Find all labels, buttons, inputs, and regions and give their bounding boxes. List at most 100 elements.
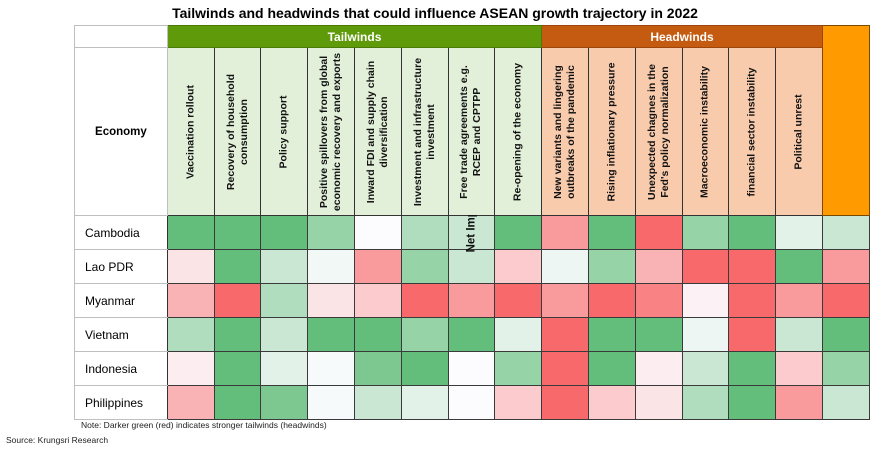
heatmap-cell <box>775 249 823 284</box>
heatmap-cell <box>447 317 496 352</box>
heatmap-cell <box>494 215 543 250</box>
heatmap-cell <box>400 249 449 284</box>
column-header-headwind-3: Macroeconomic instability <box>681 47 730 216</box>
column-label: Re-opening of the economy <box>511 62 524 201</box>
heatmap-cell <box>775 215 823 250</box>
column-label: Political unrest <box>792 93 805 170</box>
heatmap-cell <box>166 215 215 250</box>
heatmap-cell <box>307 249 355 284</box>
heatmap-cell <box>166 385 215 420</box>
column-label: Policy support <box>277 95 290 168</box>
net-impact-cell <box>821 215 870 250</box>
column-label: Rising inflationary pressure <box>605 62 618 201</box>
heatmap-cell <box>353 317 402 352</box>
heatmap-cell <box>634 283 683 318</box>
column-header-headwind-5: Political unrest <box>775 47 823 216</box>
heatmap-cell <box>587 317 636 352</box>
net-impact-cell <box>821 283 870 318</box>
economy-label: Indonesia <box>74 351 168 386</box>
heatmap-cell <box>681 385 730 420</box>
heatmap-cell <box>541 385 589 420</box>
net-impact-cell <box>821 351 870 386</box>
heatmap-cell <box>681 317 730 352</box>
heatmap-cell <box>775 351 823 386</box>
table-row: Myanmar <box>74 283 870 318</box>
net-impact-cell <box>821 317 870 352</box>
heatmap-cell <box>260 317 309 352</box>
column-header-headwind-2: Unexpected chagnes in the Fed's policy n… <box>634 47 683 216</box>
heatmap-cell <box>681 249 730 284</box>
economy-label: Myanmar <box>74 283 168 318</box>
heatmap-cell <box>587 215 636 250</box>
heatmap-cell <box>681 351 730 386</box>
column-header-tailwind-0: Vaccination rollout <box>166 47 215 216</box>
heatmap-cell <box>400 385 449 420</box>
heatmap-cell <box>587 351 636 386</box>
column-label-row: Economy Vaccination rollout Recovery of h… <box>74 47 870 216</box>
heatmap-cell <box>260 283 309 318</box>
column-label: Macroeconomic instability <box>698 65 711 198</box>
source-note: Source: Krungsri Research <box>6 435 109 445</box>
heatmap-cell <box>541 317 589 352</box>
heatmap-cell <box>775 385 823 420</box>
net-impact-header: Net Impact <box>466 25 870 252</box>
heatmap-cell <box>681 283 730 318</box>
heatmap-cell <box>260 249 309 284</box>
heatmap-cell <box>166 249 215 284</box>
column-header-tailwind-1: Recovery of household consumption <box>213 47 262 216</box>
heatmap-cell <box>728 249 777 284</box>
column-header-tailwind-2: Policy support <box>260 47 309 216</box>
heatmap-cell <box>494 351 543 386</box>
heatmap-cell <box>728 283 777 318</box>
heatmap-cell <box>541 351 589 386</box>
column-label: Recovery of household consumption <box>224 73 250 190</box>
column-header-tailwind-4: Inward FDI and supply chain diversificat… <box>353 47 402 216</box>
heatmap-cell <box>400 351 449 386</box>
corner-cell <box>74 25 168 48</box>
heatmap-cell <box>260 215 309 250</box>
heatmap-cell <box>213 351 262 386</box>
heatmap-cell <box>400 283 449 318</box>
heatmap-body: Cambodia Lao PDR Myanmar Vietnam Indonesia Ph… <box>74 215 870 420</box>
heatmap-cell <box>587 283 636 318</box>
group-tailwinds: Tailwinds <box>166 25 543 48</box>
heatmap-cell <box>541 249 589 284</box>
heatmap-cell <box>728 215 777 250</box>
heatmap-cell <box>681 215 730 250</box>
heatmap-cell <box>213 249 262 284</box>
heatmap-cell <box>634 317 683 352</box>
heatmap-cell <box>541 283 589 318</box>
column-header-tailwind-5: Investment and infrastructure investment <box>400 47 449 216</box>
column-label: Investment and infrastructure investment <box>411 57 437 206</box>
column-label: Free trade agreements e.g. RCEP and CPTP… <box>458 64 484 199</box>
heatmap-cell <box>166 317 215 352</box>
heatmap-cell <box>353 249 402 284</box>
economy-label: Philippines <box>74 385 168 420</box>
heatmap-cell <box>400 317 449 352</box>
table-row: Vietnam <box>74 317 870 352</box>
heatmap-cell <box>447 283 496 318</box>
net-impact-cell <box>821 385 870 420</box>
economy-header-label: Economy <box>95 125 147 138</box>
heatmap-cell <box>775 317 823 352</box>
heatmap-cell <box>447 215 496 250</box>
legend-note: Note: Darker green (red) indicates stron… <box>81 420 327 430</box>
table-row: Indonesia <box>74 351 870 386</box>
column-label: financial sector instability <box>745 67 758 196</box>
column-label: Vaccination rollout <box>184 84 197 179</box>
heatmap-cell <box>400 215 449 250</box>
heatmap-cell <box>634 249 683 284</box>
column-label: Inward FDI and supply chain diversificat… <box>364 60 390 203</box>
heatmap-cell <box>447 385 496 420</box>
heatmap-cell <box>166 283 215 318</box>
table-row: Cambodia <box>74 215 870 250</box>
heatmap-cell <box>447 351 496 386</box>
heatmap-cell <box>307 351 355 386</box>
heatmap-cell <box>260 385 309 420</box>
heatmap-cell <box>307 283 355 318</box>
heatmap-cell <box>494 283 543 318</box>
economy-header: Economy <box>74 47 168 216</box>
column-header-headwind-0: New variants and lingering outbreaks of … <box>541 47 589 216</box>
heatmap-cell <box>213 385 262 420</box>
table-row: Lao PDR <box>74 249 870 284</box>
